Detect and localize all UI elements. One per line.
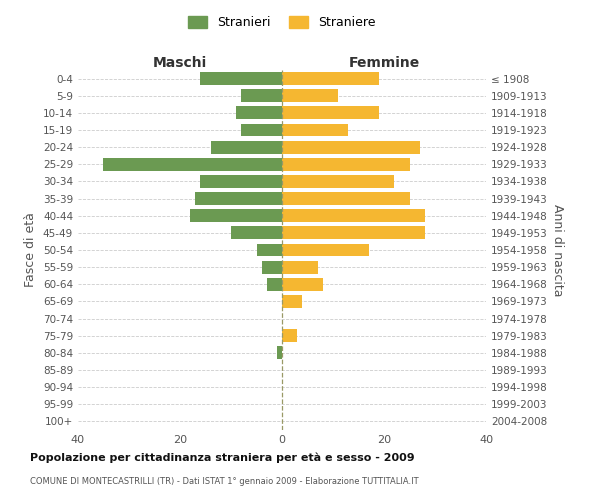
Bar xyxy=(282,244,369,256)
Text: COMUNE DI MONTECASTRILLI (TR) - Dati ISTAT 1° gennaio 2009 - Elaborazione TUTTIT: COMUNE DI MONTECASTRILLI (TR) - Dati IST… xyxy=(30,478,419,486)
Bar xyxy=(282,124,349,136)
Bar xyxy=(277,346,282,360)
Bar xyxy=(211,140,282,153)
Bar xyxy=(282,175,394,188)
Bar xyxy=(190,210,282,222)
Bar xyxy=(282,210,425,222)
Bar xyxy=(282,260,318,274)
Bar xyxy=(282,106,379,120)
Bar xyxy=(282,72,379,85)
Bar xyxy=(282,278,323,290)
Bar xyxy=(262,260,282,274)
Bar xyxy=(282,158,410,170)
Bar xyxy=(104,158,282,170)
Bar xyxy=(200,175,282,188)
Bar xyxy=(282,192,410,205)
Y-axis label: Anni di nascita: Anni di nascita xyxy=(551,204,564,296)
Bar xyxy=(267,278,282,290)
Bar xyxy=(196,192,282,205)
Bar xyxy=(282,90,338,102)
Bar xyxy=(231,226,282,239)
Bar xyxy=(236,106,282,120)
Text: Femmine: Femmine xyxy=(349,56,419,70)
Bar xyxy=(241,90,282,102)
Bar xyxy=(282,140,420,153)
Y-axis label: Fasce di età: Fasce di età xyxy=(25,212,37,288)
Bar xyxy=(241,124,282,136)
Bar xyxy=(282,295,302,308)
Bar xyxy=(200,72,282,85)
Bar xyxy=(257,244,282,256)
Bar xyxy=(282,226,425,239)
Legend: Stranieri, Straniere: Stranieri, Straniere xyxy=(184,11,380,34)
Bar xyxy=(282,330,298,342)
Text: Maschi: Maschi xyxy=(153,56,207,70)
Text: Popolazione per cittadinanza straniera per età e sesso - 2009: Popolazione per cittadinanza straniera p… xyxy=(30,452,415,463)
